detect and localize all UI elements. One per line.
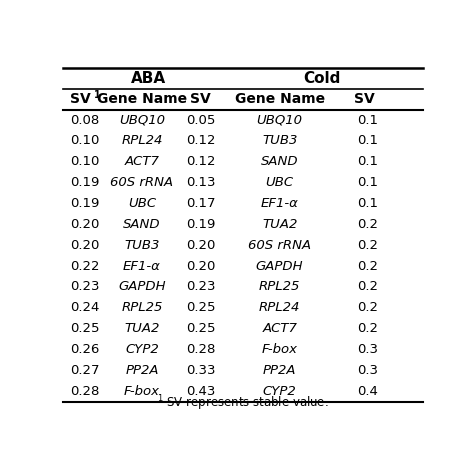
Text: 0.12: 0.12	[186, 135, 215, 147]
Text: RPL24: RPL24	[259, 301, 301, 314]
Text: 0.28: 0.28	[186, 343, 215, 356]
Text: 0.2: 0.2	[357, 218, 378, 231]
Text: 0.27: 0.27	[70, 364, 100, 377]
Text: 0.2: 0.2	[357, 281, 378, 293]
Text: CYP2: CYP2	[125, 343, 159, 356]
Text: UBQ10: UBQ10	[256, 113, 303, 127]
Text: EF1-α: EF1-α	[261, 197, 299, 210]
Text: SV: SV	[70, 92, 91, 106]
Text: 0.2: 0.2	[357, 322, 378, 335]
Text: 0.1: 0.1	[357, 155, 378, 168]
Text: 0.4: 0.4	[357, 385, 378, 398]
Text: 0.12: 0.12	[186, 155, 215, 168]
Text: UBC: UBC	[265, 176, 294, 189]
Text: RPL25: RPL25	[121, 301, 163, 314]
Text: 0.1: 0.1	[357, 135, 378, 147]
Text: TUA2: TUA2	[124, 322, 160, 335]
Text: ABA: ABA	[131, 71, 166, 86]
Text: 0.08: 0.08	[70, 113, 100, 127]
Text: SV: SV	[190, 92, 211, 106]
Text: ACT7: ACT7	[125, 155, 159, 168]
Text: TUB3: TUB3	[262, 135, 297, 147]
Text: SAND: SAND	[261, 155, 299, 168]
Text: 60S rRNA: 60S rRNA	[248, 239, 311, 252]
Text: 0.19: 0.19	[70, 197, 100, 210]
Text: 0.10: 0.10	[70, 155, 100, 168]
Text: SAND: SAND	[123, 218, 161, 231]
Text: GAPDH: GAPDH	[118, 281, 166, 293]
Text: TUB3: TUB3	[124, 239, 160, 252]
Text: ACT7: ACT7	[262, 322, 297, 335]
Text: F-box: F-box	[124, 385, 160, 398]
Text: 0.20: 0.20	[186, 260, 215, 273]
Text: TUA2: TUA2	[262, 218, 297, 231]
Text: 0.3: 0.3	[357, 364, 378, 377]
Text: Gene Name: Gene Name	[97, 92, 187, 106]
Text: 0.26: 0.26	[70, 343, 100, 356]
Text: $^{1}$ SV represents stable value.: $^{1}$ SV represents stable value.	[157, 393, 329, 413]
Text: 0.22: 0.22	[70, 260, 100, 273]
Text: RPL25: RPL25	[259, 281, 301, 293]
Text: 0.1: 0.1	[357, 197, 378, 210]
Text: 60S rRNA: 60S rRNA	[110, 176, 173, 189]
Text: 0.24: 0.24	[70, 301, 100, 314]
Text: CYP2: CYP2	[263, 385, 297, 398]
Text: F-box: F-box	[262, 343, 298, 356]
Text: 0.43: 0.43	[186, 385, 215, 398]
Text: EF1-α: EF1-α	[123, 260, 161, 273]
Text: 0.25: 0.25	[186, 301, 215, 314]
Text: PP2A: PP2A	[263, 364, 296, 377]
Text: Cold: Cold	[303, 71, 341, 86]
Text: 0.3: 0.3	[357, 343, 378, 356]
Text: GAPDH: GAPDH	[256, 260, 303, 273]
Text: 0.2: 0.2	[357, 260, 378, 273]
Text: 0.20: 0.20	[70, 239, 100, 252]
Text: 0.2: 0.2	[357, 301, 378, 314]
Text: 0.23: 0.23	[186, 281, 215, 293]
Text: 1: 1	[94, 91, 101, 100]
Text: 0.20: 0.20	[186, 239, 215, 252]
Text: 0.20: 0.20	[70, 218, 100, 231]
Text: RPL24: RPL24	[121, 135, 163, 147]
Text: 0.25: 0.25	[186, 322, 215, 335]
Text: 0.13: 0.13	[186, 176, 215, 189]
Text: 0.10: 0.10	[70, 135, 100, 147]
Text: 0.33: 0.33	[186, 364, 215, 377]
Text: 0.19: 0.19	[70, 176, 100, 189]
Text: 0.23: 0.23	[70, 281, 100, 293]
Text: 0.25: 0.25	[70, 322, 100, 335]
Text: SV: SV	[354, 92, 374, 106]
Text: 0.28: 0.28	[70, 385, 100, 398]
Text: 0.1: 0.1	[357, 176, 378, 189]
Text: UBC: UBC	[128, 197, 156, 210]
Text: 0.2: 0.2	[357, 239, 378, 252]
Text: 0.19: 0.19	[186, 218, 215, 231]
Text: PP2A: PP2A	[125, 364, 159, 377]
Text: 0.05: 0.05	[186, 113, 215, 127]
Text: UBQ10: UBQ10	[119, 113, 165, 127]
Text: 0.1: 0.1	[357, 113, 378, 127]
Text: 0.17: 0.17	[186, 197, 215, 210]
Text: Gene Name: Gene Name	[235, 92, 325, 106]
